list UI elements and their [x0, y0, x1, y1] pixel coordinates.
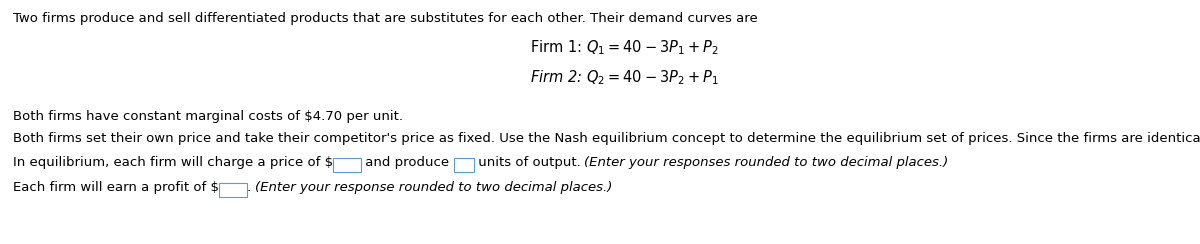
Text: units of output.: units of output.	[474, 156, 584, 169]
Text: and produce: and produce	[361, 156, 454, 169]
Text: In equilibrium, each firm will charge a price of $: In equilibrium, each firm will charge a …	[13, 156, 334, 169]
Text: Each firm will earn a profit of $: Each firm will earn a profit of $	[13, 181, 220, 194]
Bar	[454, 157, 474, 172]
Text: Firm 2: $Q_2 = 40-3P_2+ P_1$: Firm 2: $Q_2 = 40-3P_2+ P_1$	[530, 68, 719, 87]
Text: .: .	[247, 181, 256, 194]
Text: Two firms produce and sell differentiated products that are substitutes for each: Two firms produce and sell differentiate…	[13, 12, 757, 25]
Text: Firm 1: $Q_1 = 40-3P_1+ P_2$: Firm 1: $Q_1 = 40-3P_1+ P_2$	[530, 38, 719, 57]
Text: Both firms have constant marginal costs of $4.70 per unit.: Both firms have constant marginal costs …	[13, 110, 403, 123]
Text: (Enter your response rounded to two decimal places.): (Enter your response rounded to two deci…	[256, 181, 613, 194]
Bar	[334, 157, 361, 172]
Text: Both firms set their own price and take their competitor's price as fixed. Use t: Both firms set their own price and take …	[13, 132, 1200, 145]
Text: (Enter your responses rounded to two decimal places.): (Enter your responses rounded to two dec…	[584, 156, 949, 169]
Bar	[220, 183, 247, 196]
